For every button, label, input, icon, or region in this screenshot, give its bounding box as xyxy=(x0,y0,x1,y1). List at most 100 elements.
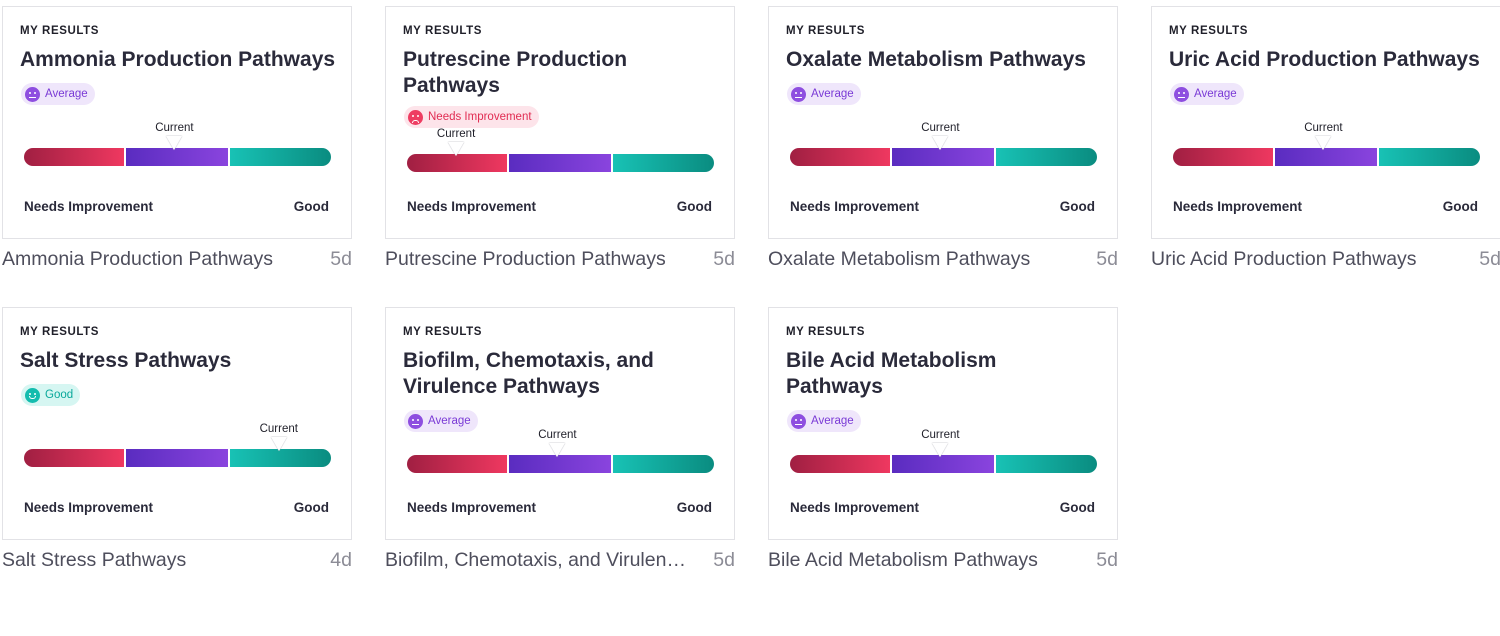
needs-improvement-segment xyxy=(790,455,891,473)
card-eyebrow: MY RESULTS xyxy=(786,326,866,338)
scale-high-label: Good xyxy=(676,500,712,515)
status-badge-label: Average xyxy=(1194,88,1237,100)
card-eyebrow: MY RESULTS xyxy=(20,326,100,338)
status-badge-label: Needs Improvement xyxy=(428,111,532,123)
good-segment xyxy=(612,455,714,473)
caption-title: Oxalate Metabolism Pathways xyxy=(768,247,1031,270)
needs-improvement-segment xyxy=(407,154,508,172)
scale-low-label: Needs Improvement xyxy=(1173,199,1303,214)
status-badge: Average xyxy=(787,410,861,432)
score-bar xyxy=(1173,148,1480,166)
needs-improvement-segment xyxy=(1173,148,1274,166)
result-card[interactable]: MY RESULTS Ammonia Production Pathways A… xyxy=(2,6,352,239)
caption-title: Ammonia Production Pathways xyxy=(2,247,273,270)
result-card[interactable]: MY RESULTS Uric Acid Production Pathways… xyxy=(1151,6,1500,239)
neutral-face-icon xyxy=(791,413,806,429)
result-card[interactable]: MY RESULTS Putrescine Production Pathway… xyxy=(385,6,735,239)
status-badge: Average xyxy=(787,83,861,105)
scale-low-label: Needs Improvement xyxy=(790,199,920,214)
scale-low-label: Needs Improvement xyxy=(407,500,537,515)
result-card[interactable]: MY RESULTS Bile Acid Metabolism Pathways… xyxy=(768,307,1118,540)
average-segment xyxy=(892,455,994,473)
good-segment xyxy=(229,148,331,166)
status-badge-label: Average xyxy=(45,88,88,100)
scale-high-label: Good xyxy=(293,500,329,515)
card-caption[interactable]: Uric Acid Production Pathways 5d xyxy=(1151,246,1500,272)
card-eyebrow: MY RESULTS xyxy=(403,25,483,37)
score-bar xyxy=(790,455,1097,473)
status-badge: Good xyxy=(21,384,81,406)
marker-pin-icon xyxy=(270,437,287,451)
card-eyebrow: MY RESULTS xyxy=(1169,25,1249,37)
status-badge-label: Good xyxy=(45,389,74,401)
current-marker: Current xyxy=(249,423,309,451)
marker-pin-icon xyxy=(1315,136,1332,150)
current-marker-label: Current xyxy=(921,429,960,441)
result-item[interactable]: MY RESULTS Putrescine Production Pathway… xyxy=(385,6,735,270)
average-segment xyxy=(126,148,228,166)
caption-title: Salt Stress Pathways xyxy=(2,548,187,571)
happy-face-icon xyxy=(25,387,40,403)
caption-age: 5d xyxy=(330,247,352,270)
caption-title: Bile Acid Metabolism Pathways xyxy=(768,548,1038,571)
card-eyebrow: MY RESULTS xyxy=(403,326,483,338)
scale-high-label: Good xyxy=(1059,500,1095,515)
average-segment xyxy=(892,148,994,166)
card-eyebrow: MY RESULTS xyxy=(786,25,866,37)
card-title: Ammonia Production Pathways xyxy=(20,48,336,71)
card-title: Putrescine Production Pathways xyxy=(403,48,628,97)
result-item[interactable]: MY RESULTS Oxalate Metabolism Pathways A… xyxy=(768,6,1118,270)
card-caption[interactable]: Salt Stress Pathways 4d xyxy=(2,547,352,573)
status-badge-label: Average xyxy=(428,415,471,427)
scale-high-label: Good xyxy=(1442,199,1478,214)
card-caption[interactable]: Putrescine Production Pathways 5d xyxy=(385,246,735,272)
scale-low-label: Needs Improvement xyxy=(407,199,537,214)
good-segment xyxy=(229,449,331,467)
card-caption[interactable]: Ammonia Production Pathways 5d xyxy=(2,246,352,272)
current-marker: Current xyxy=(910,429,970,457)
good-segment xyxy=(995,148,1097,166)
current-marker: Current xyxy=(910,122,970,150)
neutral-face-icon xyxy=(791,86,806,102)
current-marker-label: Current xyxy=(538,429,577,441)
card-eyebrow: MY RESULTS xyxy=(20,25,100,37)
result-item[interactable]: MY RESULTS Biofilm, Chemotaxis, and Viru… xyxy=(385,307,735,571)
result-card[interactable]: MY RESULTS Oxalate Metabolism Pathways A… xyxy=(768,6,1118,239)
score-bar xyxy=(407,154,714,172)
current-marker: Current xyxy=(1293,122,1353,150)
marker-pin-icon xyxy=(448,142,465,156)
average-segment xyxy=(1275,148,1377,166)
average-segment xyxy=(126,449,228,467)
result-item[interactable]: MY RESULTS Bile Acid Metabolism Pathways… xyxy=(768,307,1118,571)
result-item[interactable]: MY RESULTS Uric Acid Production Pathways… xyxy=(1151,6,1500,270)
result-item[interactable]: MY RESULTS Salt Stress Pathways Good Cur… xyxy=(2,307,352,571)
marker-pin-icon xyxy=(932,443,949,457)
result-card[interactable]: MY RESULTS Biofilm, Chemotaxis, and Viru… xyxy=(385,307,735,540)
scale-low-label: Needs Improvement xyxy=(24,500,154,515)
card-caption[interactable]: Oxalate Metabolism Pathways 5d xyxy=(768,246,1118,272)
scale-high-label: Good xyxy=(676,199,712,214)
neutral-face-icon xyxy=(408,413,423,429)
scale-low-label: Needs Improvement xyxy=(24,199,154,214)
result-card[interactable]: MY RESULTS Salt Stress Pathways Good Cur… xyxy=(2,307,352,540)
good-segment xyxy=(995,455,1097,473)
status-badge: Average xyxy=(21,83,95,105)
score-bar xyxy=(24,148,331,166)
marker-pin-icon xyxy=(549,443,566,457)
card-title: Biofilm, Chemotaxis, and Virulence Pathw… xyxy=(403,349,654,398)
result-item[interactable]: MY RESULTS Ammonia Production Pathways A… xyxy=(2,6,352,270)
current-marker-label: Current xyxy=(259,423,298,435)
caption-age: 4d xyxy=(330,548,352,571)
score-bar xyxy=(407,455,714,473)
good-segment xyxy=(612,154,714,172)
scale-high-label: Good xyxy=(293,199,329,214)
caption-age: 5d xyxy=(1096,247,1118,270)
status-badge: Needs Improvement xyxy=(404,106,539,128)
average-segment xyxy=(509,455,611,473)
card-caption[interactable]: Bile Acid Metabolism Pathways 5d xyxy=(768,547,1118,573)
card-caption[interactable]: Biofilm, Chemotaxis, and Virulence Pathw… xyxy=(385,547,735,573)
marker-pin-icon xyxy=(166,136,183,150)
card-title: Uric Acid Production Pathways xyxy=(1169,48,1480,71)
caption-age: 5d xyxy=(713,548,735,571)
current-marker-label: Current xyxy=(1304,122,1343,134)
